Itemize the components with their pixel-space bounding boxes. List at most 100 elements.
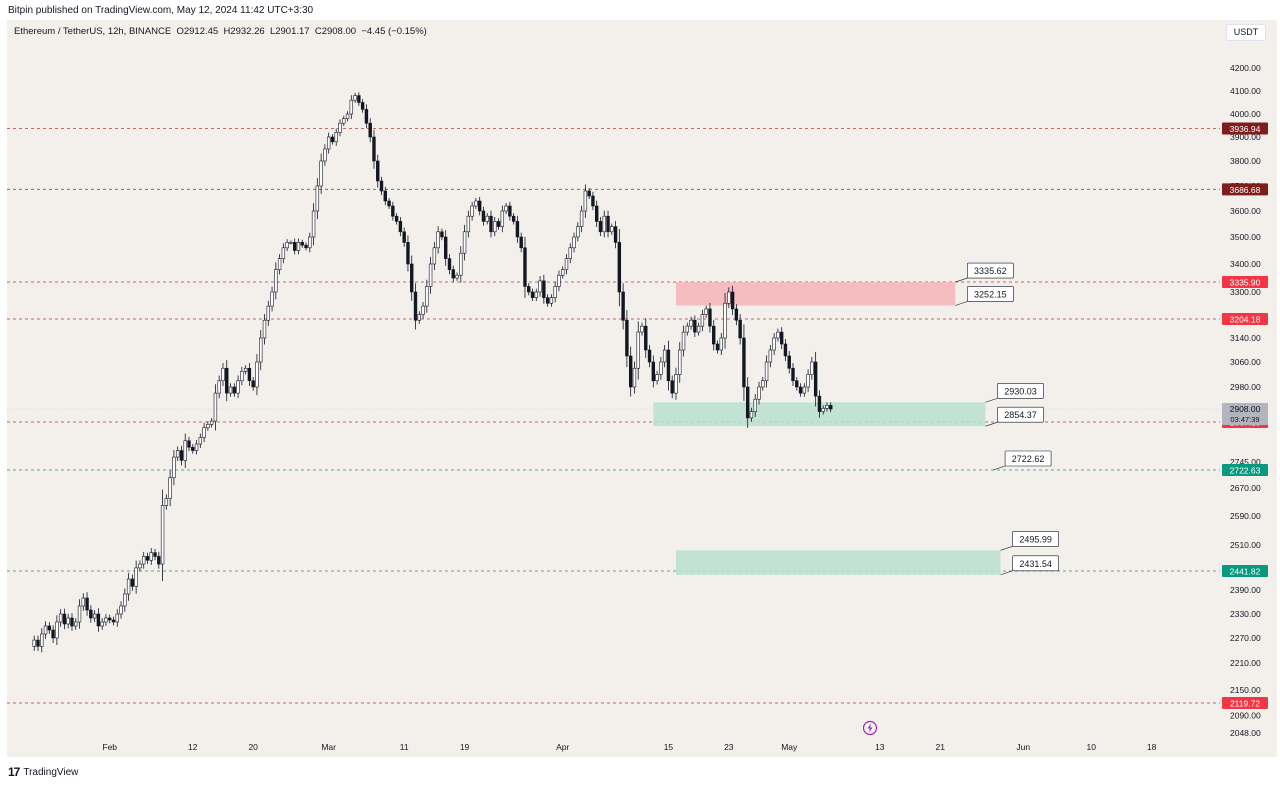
callout-box[interactable]	[1004, 450, 1052, 467]
candle-body[interactable]	[723, 302, 727, 339]
candle-body[interactable]	[179, 450, 184, 461]
candle-body[interactable]	[364, 109, 369, 124]
candle-body[interactable]	[160, 505, 165, 565]
candle-body[interactable]	[92, 613, 97, 619]
candle-body[interactable]	[428, 263, 433, 287]
candle-body[interactable]	[527, 286, 531, 293]
candle-body[interactable]	[738, 319, 742, 339]
candle-body[interactable]	[613, 226, 618, 243]
candle-body[interactable]	[568, 247, 572, 259]
candle-body[interactable]	[829, 405, 833, 410]
candle-body[interactable]	[749, 411, 754, 419]
candle-body[interactable]	[545, 297, 550, 304]
candle-body[interactable]	[206, 424, 210, 428]
candle-body[interactable]	[553, 286, 557, 298]
candle-body[interactable]	[183, 440, 187, 461]
candle-body[interactable]	[285, 242, 289, 249]
candle-body[interactable]	[251, 380, 255, 388]
candle-body[interactable]	[621, 291, 625, 321]
candle-body[interactable]	[119, 605, 123, 615]
candle-body[interactable]	[421, 305, 425, 315]
candle-body[interactable]	[209, 420, 214, 425]
candle-body[interactable]	[40, 633, 44, 647]
candle-body[interactable]	[345, 113, 350, 119]
candle-body[interactable]	[123, 593, 127, 607]
candle-body[interactable]	[96, 613, 101, 627]
candle-body[interactable]	[779, 331, 784, 345]
candle-body[interactable]	[764, 361, 769, 382]
candle-body[interactable]	[225, 367, 229, 394]
candle-body[interactable]	[62, 613, 67, 625]
candle-body[interactable]	[821, 408, 825, 412]
candle-body[interactable]	[292, 242, 297, 251]
candle-body[interactable]	[689, 319, 693, 327]
candle-body[interactable]	[753, 398, 757, 412]
candle-body[interactable]	[772, 337, 776, 351]
candle-body[interactable]	[55, 621, 59, 639]
candle-body[interactable]	[538, 280, 542, 293]
candle-body[interactable]	[647, 349, 652, 363]
candle-body[interactable]	[617, 242, 622, 293]
candle-body[interactable]	[323, 148, 327, 162]
candle-body[interactable]	[58, 613, 63, 623]
candle-body[interactable]	[198, 437, 203, 445]
candle-body[interactable]	[519, 236, 523, 249]
currency-button[interactable]: USDT	[1226, 24, 1266, 41]
candle-body[interactable]	[270, 291, 274, 307]
candle-body[interactable]	[330, 136, 335, 143]
candle-body[interactable]	[391, 205, 395, 217]
candle-body[interactable]	[376, 160, 380, 182]
candle-body[interactable]	[708, 308, 712, 327]
candle-body[interactable]	[795, 380, 799, 388]
candle-body[interactable]	[51, 629, 55, 639]
candle-body[interactable]	[576, 226, 580, 238]
candle-body[interactable]	[806, 374, 810, 388]
candle-body[interactable]	[666, 349, 671, 382]
candle-body[interactable]	[587, 190, 591, 197]
candle-body[interactable]	[255, 361, 259, 388]
candle-body[interactable]	[32, 639, 36, 647]
candle-body[interactable]	[326, 136, 331, 150]
candle-body[interactable]	[202, 427, 206, 438]
candle-body[interactable]	[304, 244, 308, 249]
candle-body[interactable]	[787, 355, 791, 369]
callout-box[interactable]	[1012, 531, 1059, 547]
candle-body[interactable]	[266, 305, 270, 321]
candle-body[interactable]	[489, 215, 493, 233]
candle-body[interactable]	[466, 215, 471, 233]
candle-body[interactable]	[187, 440, 191, 448]
candle-body[interactable]	[625, 319, 629, 357]
candle-body[interactable]	[734, 308, 739, 321]
flash-icon[interactable]	[862, 720, 878, 736]
candle-body[interactable]	[108, 617, 112, 621]
candle-body[interactable]	[598, 221, 603, 233]
candle-body[interactable]	[813, 361, 818, 397]
candle-body[interactable]	[394, 215, 399, 222]
candle-body[interactable]	[730, 291, 735, 310]
callout-box[interactable]	[1012, 555, 1059, 572]
candle-body[interactable]	[436, 231, 440, 249]
candle-body[interactable]	[477, 200, 482, 212]
candle-body[interactable]	[221, 367, 225, 382]
candle-body[interactable]	[443, 236, 448, 259]
candle-body[interactable]	[791, 367, 795, 382]
callout-box[interactable]	[967, 262, 1014, 279]
candle-body[interactable]	[640, 325, 644, 333]
candle-body[interactable]	[651, 361, 656, 382]
candle-body[interactable]	[662, 349, 667, 363]
candle-body[interactable]	[232, 386, 236, 394]
candle-body[interactable]	[157, 556, 161, 565]
resistance-zone[interactable]	[675, 282, 956, 306]
candle-body[interactable]	[636, 331, 640, 369]
candle-body[interactable]	[447, 258, 452, 270]
candle-body[interactable]	[451, 269, 455, 279]
candle-body[interactable]	[247, 367, 252, 382]
candle-body[interactable]	[36, 639, 40, 647]
candle-body[interactable]	[583, 190, 588, 212]
candle-body[interactable]	[289, 242, 293, 244]
candle-body[interactable]	[300, 242, 304, 246]
candle-body[interactable]	[410, 263, 414, 293]
candle-body[interactable]	[761, 380, 765, 388]
candle-body[interactable]	[164, 498, 169, 506]
candle-body[interactable]	[674, 374, 678, 394]
